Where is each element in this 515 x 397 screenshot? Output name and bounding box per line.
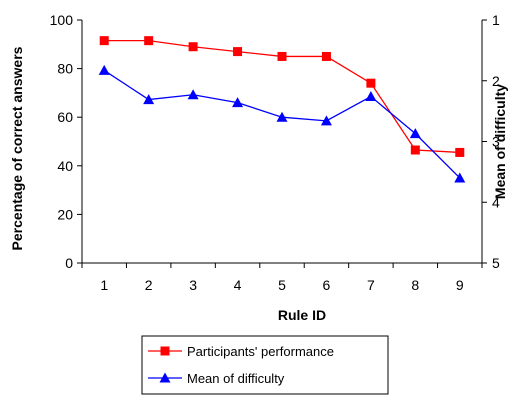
right-tick-label: 3	[492, 134, 500, 150]
right-tick-label: 4	[492, 194, 500, 210]
data-point	[409, 128, 421, 139]
series-0	[99, 36, 465, 157]
series-line	[103, 69, 461, 179]
series-layer	[98, 36, 466, 183]
legend-item: Participants' performance	[148, 344, 334, 359]
data-point	[455, 147, 465, 157]
x-tick-label: 8	[411, 277, 419, 293]
data-point	[232, 97, 244, 108]
left-tick-label: 80	[57, 61, 73, 77]
x-tick-label: 9	[456, 277, 464, 293]
x-tick-label: 5	[278, 277, 286, 293]
legend-label: Mean of difficulty	[187, 371, 285, 386]
legend-marker	[160, 346, 170, 356]
right-tick-label: 1	[492, 12, 500, 28]
data-point	[365, 91, 377, 102]
y2-axis-title: Mean of difficulty	[492, 84, 508, 199]
data-point	[144, 36, 154, 46]
legend-label: Participants' performance	[187, 344, 334, 359]
data-point	[98, 64, 110, 75]
data-point	[410, 145, 420, 155]
axes: 0 20 40 60 80 100 1 2 3 4 5 1 2 3 4 5 6 7 8 9 Rule ID Percent…	[9, 12, 508, 323]
y-axis-title: Percentage of correct answers	[9, 46, 25, 250]
data-point	[233, 47, 243, 57]
data-point	[366, 78, 376, 88]
data-point	[143, 94, 155, 105]
data-point	[321, 51, 331, 61]
left-tick-label: 100	[50, 12, 74, 28]
left-tick-label: 40	[57, 158, 73, 174]
x-tick-label: 1	[100, 277, 108, 293]
x-tick-label: 6	[323, 277, 331, 293]
series-1	[98, 64, 466, 183]
x-tick-label: 4	[234, 277, 242, 293]
right-tick-label: 5	[492, 255, 500, 271]
left-tick-label: 20	[57, 206, 73, 222]
right-tick-label: 2	[492, 73, 500, 89]
x-tick-label: 7	[367, 277, 375, 293]
legend-box	[141, 335, 389, 395]
legend-item: Mean of difficulty	[148, 371, 285, 386]
data-point	[320, 115, 332, 126]
data-point	[277, 51, 287, 61]
x-tick-label: 3	[189, 277, 197, 293]
data-point	[99, 36, 109, 46]
legend: Participants' performance Mean of difficu…	[141, 335, 389, 395]
data-point	[454, 172, 466, 183]
x-axis-title: Rule ID	[278, 307, 326, 323]
legend-marker	[159, 372, 171, 383]
data-point	[276, 111, 288, 122]
x-tick-label: 2	[145, 277, 153, 293]
data-point	[187, 89, 199, 100]
left-tick-label: 60	[57, 109, 73, 125]
left-tick-label: 0	[65, 255, 73, 271]
data-point	[188, 42, 198, 52]
